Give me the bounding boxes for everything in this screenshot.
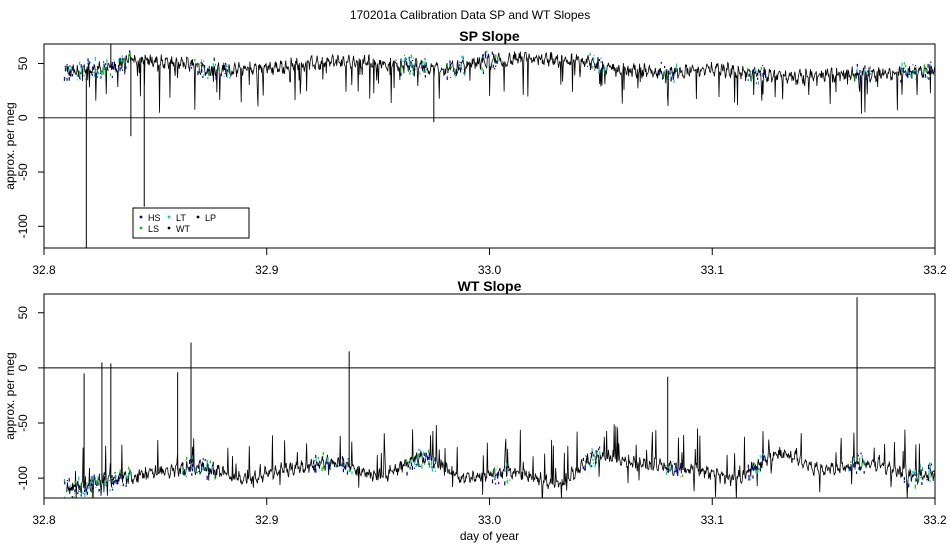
x-tick-label: 33.0 [478, 513, 502, 527]
y-tick-label: -50 [16, 414, 30, 432]
wt-slope-panel: WT Slope 32.8 32.9 33.0 33.1 33.2 -100 -50 0 50 ap… [3, 278, 947, 543]
legend-marker [196, 215, 200, 219]
x-tick-label: 32.9 [255, 263, 279, 277]
legend-box [132, 207, 250, 239]
x-tick-label: 33.2 [923, 513, 947, 527]
legend-marker [139, 226, 143, 230]
y-axis-label: approx. per meg [3, 102, 17, 189]
page-title: 170201a Calibration Data SP and WT Slope… [350, 8, 590, 22]
x-tick-label: 32.9 [255, 513, 279, 527]
x-tick-label: 33.0 [478, 263, 502, 277]
legend-marker [139, 215, 143, 219]
x-tick-label: 33.1 [701, 513, 725, 527]
legend-label: LP [205, 213, 216, 223]
legend-label: LS [148, 224, 159, 234]
x-axis-label: day of year [460, 529, 519, 543]
series-group [63, 44, 935, 248]
plot-title: SP Slope [459, 28, 520, 44]
legend: HS LT LP LS WT [132, 207, 250, 239]
y-tick-label: -100 [16, 466, 30, 490]
y-tick-label: 0 [16, 114, 30, 121]
y-tick-label: -50 [16, 163, 30, 181]
baseline-line [65, 51, 935, 114]
series-group [63, 297, 935, 498]
sp-slope-panel: SP Slope 32.8 32.9 33.0 33.1 33.2 -100 -50 0 50 ap… [3, 28, 947, 277]
y-axis-label: approx. per meg [3, 352, 17, 439]
x-tick-label: 32.8 [32, 263, 56, 277]
plot-title: WT Slope [458, 278, 522, 294]
legend-label: WT [176, 224, 190, 234]
x-tick-label: 32.8 [32, 513, 56, 527]
baseline-line [65, 424, 935, 498]
y-tick-label: -100 [16, 214, 30, 238]
x-tick-label: 33.1 [701, 263, 725, 277]
y-tick-label: 50 [16, 306, 30, 320]
legend-marker [167, 215, 171, 219]
y-tick-label: 50 [16, 57, 30, 71]
legend-label: HS [148, 213, 161, 223]
y-tick-label: 0 [16, 364, 30, 371]
x-tick-label: 33.2 [923, 263, 947, 277]
legend-marker [167, 226, 171, 230]
legend-label: LT [176, 213, 186, 223]
